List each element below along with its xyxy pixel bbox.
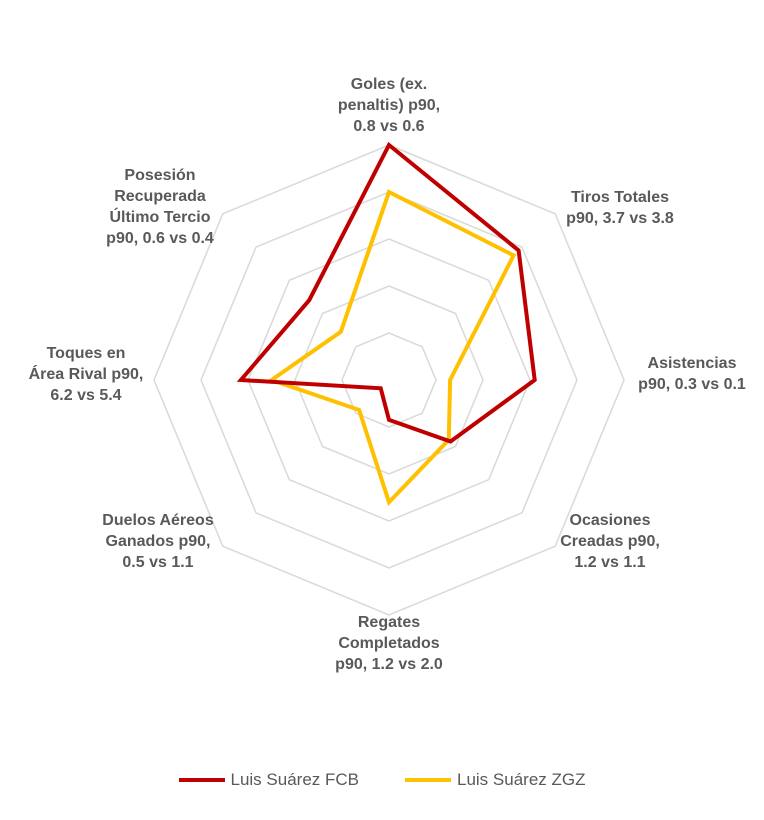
legend-swatch-zgz	[405, 778, 451, 782]
grid-ring	[341, 332, 437, 428]
axis-label: Ocasiones Creadas p90, 1.2 vs 1.1	[560, 512, 660, 571]
axis-label: Posesión Recuperada Último Tercio p90, 0…	[106, 167, 214, 247]
axis-label: Goles (ex. penaltis) p90, 0.8 vs 0.6	[337, 76, 441, 135]
radar-grid	[153, 144, 625, 616]
grid-ring	[200, 191, 578, 569]
grid-ring	[153, 144, 625, 616]
legend-item-zgz: Luis Suárez ZGZ	[405, 770, 586, 790]
axis-label: Toques en Área Rival p90, 6.2 vs 5.4	[28, 345, 144, 404]
legend: Luis Suárez FCB Luis Suárez ZGZ	[0, 770, 764, 790]
radar-series	[236, 141, 537, 506]
axis-label: Tiros Totales p90, 3.7 vs 3.8	[566, 189, 674, 227]
legend-item-fcb: Luis Suárez FCB	[178, 770, 360, 790]
legend-swatch-fcb	[178, 778, 225, 782]
axis-label: Asistencias p90, 0.3 vs 0.1	[638, 355, 746, 393]
axis-label: Duelos Aéreos Ganados p90, 0.5 vs 1.1	[102, 512, 214, 571]
legend-label-zgz: Luis Suárez ZGZ	[457, 770, 586, 789]
grid-ring	[247, 238, 531, 522]
axis-label: Regates Completados p90, 1.2 vs 2.0	[335, 614, 443, 673]
series-line-fcb	[236, 141, 537, 444]
grid-ring	[294, 285, 484, 475]
series-line-zgz	[267, 189, 517, 506]
legend-label-fcb: Luis Suárez FCB	[230, 770, 360, 789]
